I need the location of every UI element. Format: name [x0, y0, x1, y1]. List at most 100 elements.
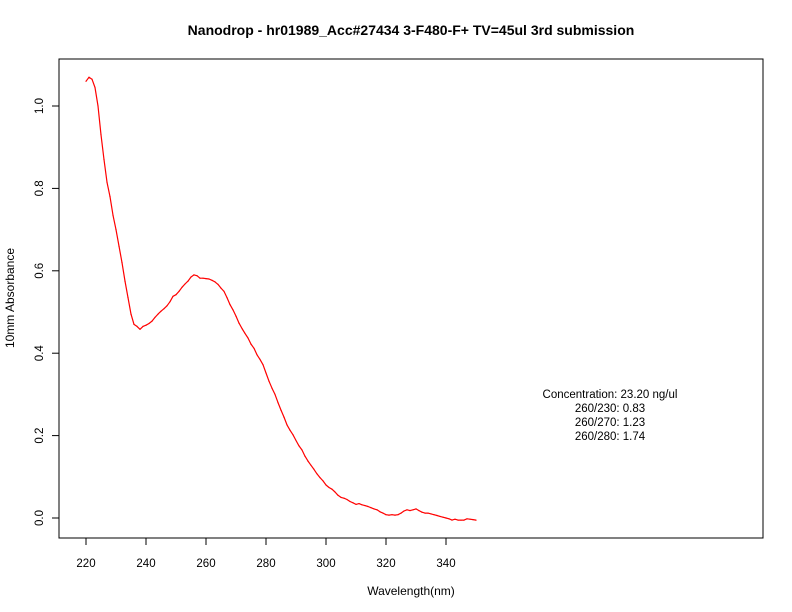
data-point	[451, 519, 453, 521]
data-point	[145, 324, 147, 326]
x-tick-label: 220	[76, 558, 95, 570]
data-point	[388, 514, 390, 516]
data-point	[397, 514, 399, 516]
data-point	[202, 277, 204, 279]
data-point	[121, 262, 123, 264]
data-point	[154, 316, 156, 318]
x-tick-label: 340	[436, 558, 455, 570]
data-point	[211, 279, 213, 281]
data-point	[322, 480, 324, 482]
data-point	[274, 393, 276, 395]
data-point	[313, 468, 315, 470]
data-point	[124, 280, 126, 282]
data-point	[172, 295, 174, 297]
ratio-260-270-label: 260/270: 1.23	[575, 417, 645, 429]
data-point	[364, 505, 366, 507]
y-tick-label: 0.6	[34, 263, 46, 279]
y-tick-label: 1.0	[34, 98, 46, 114]
data-point	[175, 294, 177, 296]
data-point	[325, 484, 327, 486]
data-point	[217, 283, 219, 285]
data-point	[277, 402, 279, 404]
data-point	[442, 516, 444, 518]
data-point	[169, 301, 171, 303]
data-point	[415, 508, 417, 510]
data-point	[466, 518, 468, 520]
data-point	[319, 477, 321, 479]
data-point	[256, 354, 258, 356]
y-tick-label: 0.2	[34, 428, 46, 444]
data-point	[340, 496, 342, 498]
data-point	[421, 511, 423, 513]
x-tick-label: 260	[196, 558, 215, 570]
plot-frame	[58, 58, 764, 539]
data-point	[385, 514, 387, 516]
data-point	[379, 511, 381, 513]
data-point	[382, 512, 384, 514]
concentration-label: Concentration: 23.20 ng/ul	[543, 389, 678, 401]
x-tick-label: 240	[136, 558, 155, 570]
data-point	[400, 512, 402, 514]
data-point	[343, 497, 345, 499]
data-point	[376, 509, 378, 511]
x-tick-label: 300	[316, 558, 335, 570]
data-point	[436, 514, 438, 517]
x-tick-label: 320	[376, 558, 395, 570]
data-point	[304, 455, 306, 457]
data-point	[166, 305, 168, 307]
data-point	[373, 508, 375, 510]
data-point	[88, 76, 90, 78]
data-point	[178, 290, 180, 292]
data-point	[199, 277, 201, 279]
y-axis: 0.0 0.2 0.4 0.6 0.8 1.0	[34, 98, 59, 526]
data-point	[298, 445, 300, 447]
data-point	[208, 278, 210, 280]
data-point	[142, 325, 144, 327]
data-point	[241, 327, 243, 330]
data-point	[139, 328, 141, 330]
data-point	[346, 498, 348, 501]
data-point	[100, 134, 102, 136]
data-point	[196, 275, 198, 277]
data-point	[223, 290, 225, 292]
data-point	[214, 281, 216, 283]
data-point	[160, 310, 162, 312]
data-point	[424, 512, 426, 514]
data-point	[391, 514, 393, 516]
data-point	[409, 510, 411, 512]
data-point	[454, 518, 456, 520]
data-point	[316, 473, 318, 475]
data-point	[403, 510, 405, 512]
data-point	[265, 372, 267, 374]
data-point	[262, 364, 264, 366]
data-point	[118, 245, 120, 247]
data-point	[457, 519, 459, 521]
data-point	[445, 517, 447, 519]
data-point	[328, 486, 330, 489]
data-point	[184, 283, 186, 285]
data-point	[115, 229, 117, 231]
data-point	[367, 505, 369, 508]
y-axis-label: 10mm Absorbance	[3, 248, 17, 348]
y-tick-label: 0.4	[34, 345, 46, 362]
data-point	[439, 515, 441, 518]
x-tick-label: 280	[256, 558, 275, 570]
data-point	[109, 196, 111, 198]
data-point	[226, 297, 228, 299]
data-point	[307, 460, 309, 462]
data-point	[271, 387, 273, 389]
y-tick-label: 0.8	[34, 180, 46, 196]
data-point	[283, 416, 285, 418]
data-point	[193, 274, 195, 276]
data-point	[412, 509, 414, 511]
data-point	[97, 105, 99, 107]
data-point	[205, 278, 207, 280]
data-point	[370, 507, 372, 509]
data-point	[148, 322, 150, 325]
data-point	[181, 286, 183, 288]
data-point	[292, 434, 294, 436]
ratio-260-280-label: 260/280: 1.74	[575, 431, 646, 443]
data-point	[460, 519, 462, 521]
data-point	[259, 358, 261, 360]
